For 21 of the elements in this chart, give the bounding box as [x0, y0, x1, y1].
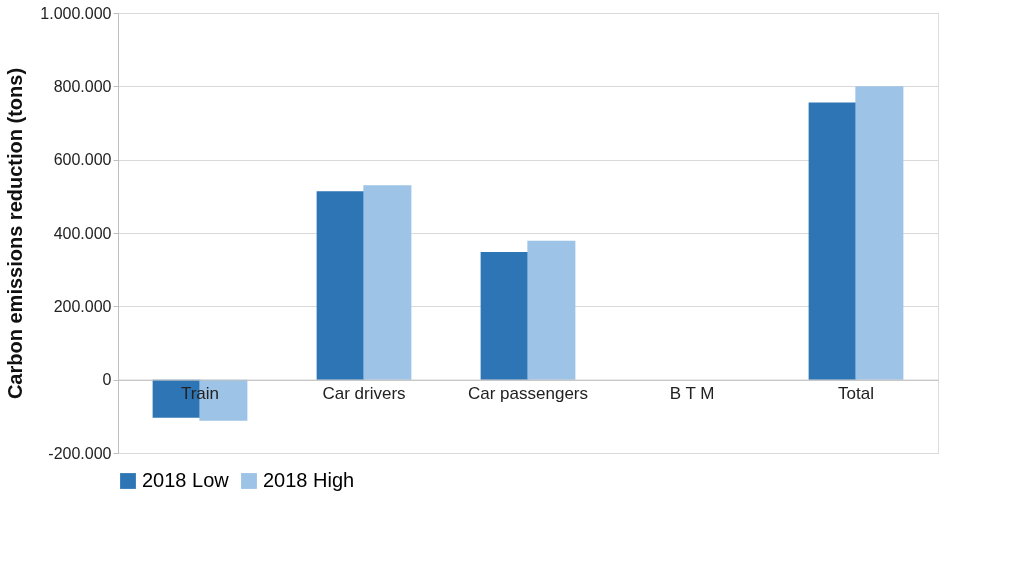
x-tick-label: Total	[838, 384, 874, 404]
y-axis-title: Carbon emissions reduction (tons)	[4, 67, 27, 400]
bar	[855, 86, 904, 380]
y-tick-label: 800.000	[53, 77, 112, 95]
bar	[808, 102, 857, 380]
y-tick-label: -200.000	[48, 444, 112, 462]
y-tick-label: 0	[102, 371, 112, 389]
y-tick-label: 600.000	[53, 151, 112, 169]
bar	[363, 185, 412, 380]
legend-label: 2018 High	[263, 469, 355, 491]
y-tick-label: 400.000	[53, 224, 112, 242]
y-tick-label: 200.000	[53, 297, 112, 315]
y-tick-label: 1.000.000	[40, 4, 112, 22]
x-tick-label: B T M	[669, 384, 715, 404]
x-tick-label: Car drivers	[322, 384, 406, 404]
x-tick-label: Train	[180, 384, 220, 404]
bar	[480, 252, 529, 380]
x-tick-label: Car passengers	[467, 384, 589, 404]
bar	[316, 191, 365, 380]
bar	[527, 240, 576, 380]
legend-label: 2018 Low	[142, 469, 230, 491]
